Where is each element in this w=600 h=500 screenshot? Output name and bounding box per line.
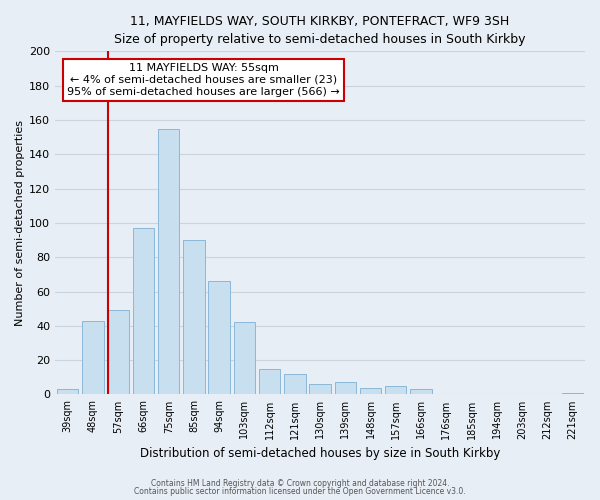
Bar: [82, 320, 104, 394]
Bar: [259, 368, 280, 394]
Bar: [360, 388, 381, 394]
Bar: [208, 281, 230, 394]
Bar: [310, 384, 331, 394]
Title: 11, MAYFIELDS WAY, SOUTH KIRKBY, PONTEFRACT, WF9 3SH
Size of property relative t: 11, MAYFIELDS WAY, SOUTH KIRKBY, PONTEFR…: [115, 15, 526, 46]
Text: 11 MAYFIELDS WAY: 55sqm
← 4% of semi-detached houses are smaller (23)
95% of sem: 11 MAYFIELDS WAY: 55sqm ← 4% of semi-det…: [67, 64, 340, 96]
Text: Contains HM Land Registry data © Crown copyright and database right 2024.: Contains HM Land Registry data © Crown c…: [151, 478, 449, 488]
Bar: [284, 374, 305, 394]
X-axis label: Distribution of semi-detached houses by size in South Kirkby: Distribution of semi-detached houses by …: [140, 447, 500, 460]
Text: Contains public sector information licensed under the Open Government Licence v3: Contains public sector information licen…: [134, 487, 466, 496]
Bar: [183, 240, 205, 394]
Bar: [410, 390, 432, 394]
Bar: [335, 382, 356, 394]
Bar: [57, 390, 79, 394]
Bar: [562, 392, 583, 394]
Bar: [133, 228, 154, 394]
Bar: [385, 386, 406, 394]
Bar: [107, 310, 129, 394]
Y-axis label: Number of semi-detached properties: Number of semi-detached properties: [15, 120, 25, 326]
Bar: [158, 128, 179, 394]
Bar: [233, 322, 255, 394]
